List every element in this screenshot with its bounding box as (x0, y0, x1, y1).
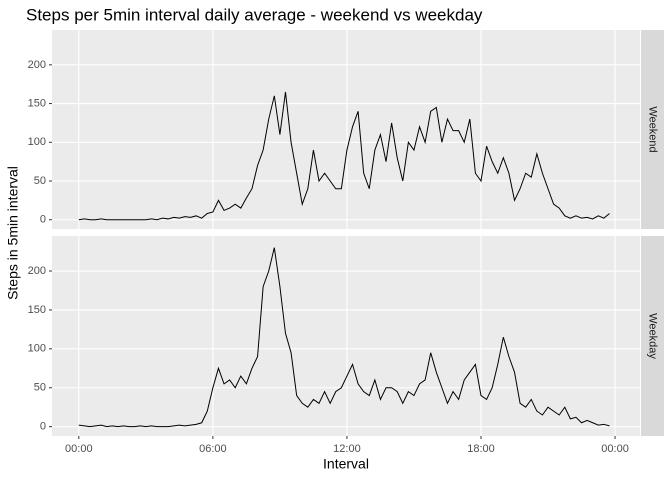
chart-title: Steps per 5min interval daily average - … (26, 5, 483, 24)
y-tick-label: 150 (28, 304, 46, 316)
strip-label: Weekday (647, 313, 659, 359)
data-line (78, 91, 610, 221)
y-tick-label: 0 (40, 421, 46, 433)
x-tick-label: 00:00 (601, 443, 629, 455)
x-tick-label: 06:00 (199, 443, 227, 455)
strip-label: Weekend (647, 106, 659, 152)
y-tick-label: 100 (28, 343, 46, 355)
panel-background (52, 30, 640, 229)
y-tick-label: 0 (40, 214, 46, 226)
y-axis-title: Steps in 5min interval (5, 166, 21, 300)
data-line (78, 247, 610, 428)
x-axis-title: Interval (323, 456, 369, 472)
y-tick-label: 100 (28, 136, 46, 148)
y-tick-label: 50 (34, 382, 46, 394)
y-tick-label: 50 (34, 175, 46, 187)
panel-background (52, 236, 640, 436)
strip-background (641, 30, 664, 229)
x-tick-label: 00:00 (65, 443, 93, 455)
strip-background (641, 236, 664, 436)
x-tick-label: 12:00 (333, 443, 361, 455)
y-tick-label: 200 (28, 265, 46, 277)
y-tick-label: 150 (28, 97, 46, 109)
x-tick-label: 18:00 (467, 443, 495, 455)
y-tick-label: 200 (28, 59, 46, 71)
